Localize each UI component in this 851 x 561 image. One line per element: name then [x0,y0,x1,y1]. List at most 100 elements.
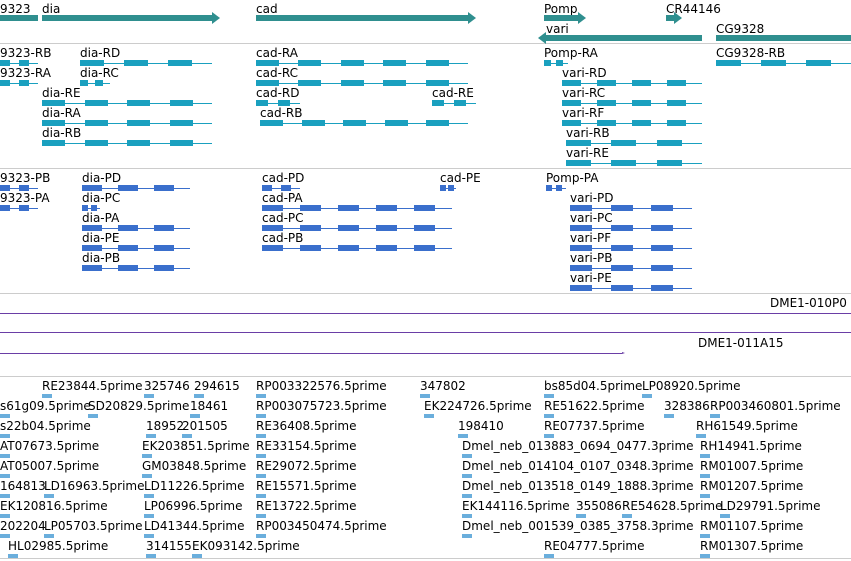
est-mark[interactable] [142,454,152,458]
exon-block[interactable] [19,185,29,191]
gene-bar[interactable] [666,15,674,21]
feature-label[interactable]: Pomp [544,2,578,16]
feature-label[interactable]: 198410 [458,419,504,433]
exon-block[interactable] [432,100,444,106]
exon-block[interactable] [562,120,581,126]
feature-label[interactable]: cad-PB [262,231,304,245]
est-mark[interactable] [256,474,266,478]
feature-label[interactable]: cad-RC [256,66,299,80]
est-mark[interactable] [642,394,652,398]
feature-label[interactable]: 9323-PA [0,191,50,205]
est-mark[interactable] [576,514,586,518]
exon-block[interactable] [597,80,616,86]
exon-block[interactable] [657,140,682,146]
exon-block[interactable] [651,265,673,271]
est-mark[interactable] [256,454,266,458]
exon-block[interactable] [300,205,321,211]
feature-label[interactable]: dia-RD [80,46,121,60]
exon-block[interactable] [262,245,283,251]
feature-label[interactable]: 9323-RA [0,66,51,80]
exon-block[interactable] [667,100,686,106]
exon-block[interactable] [256,80,279,86]
exon-block[interactable] [448,185,454,191]
feature-label[interactable]: RM01207.5prime [700,479,804,493]
est-mark[interactable] [0,534,10,538]
feature-label[interactable]: HL02985.5prime [8,539,109,553]
feature-label[interactable]: vari-PE [570,271,612,285]
feature-label[interactable]: 294615 [194,379,240,393]
exon-block[interactable] [546,185,552,191]
exon-block[interactable] [80,60,104,66]
feature-label[interactable]: dia-RA [42,106,81,120]
feature-label[interactable]: Dmel_neb_013518_0149_1888.3prime [462,479,694,493]
exon-block[interactable] [426,120,449,126]
exon-block[interactable] [154,225,174,231]
exon-block[interactable] [761,60,786,66]
feature-label[interactable]: DME1-011A15 [698,336,784,350]
feature-label[interactable]: cad-RA [256,46,298,60]
exon-block[interactable] [154,245,174,251]
exon-block[interactable] [651,245,673,251]
exon-block[interactable] [118,265,138,271]
est-mark[interactable] [544,554,554,558]
est-mark[interactable] [8,554,18,558]
exon-block[interactable] [562,100,581,106]
est-mark[interactable] [256,534,266,538]
feature-label[interactable]: dia-PB [82,251,121,265]
feature-label[interactable]: cad-PE [440,171,481,185]
feature-label[interactable]: dia-RE [42,86,81,100]
exon-block[interactable] [562,80,581,86]
est-mark[interactable] [544,414,554,418]
gene-bar[interactable] [42,15,212,21]
feature-label[interactable]: dia-RB [42,126,82,140]
feature-label[interactable]: 18952 [146,419,185,433]
exon-block[interactable] [632,100,651,106]
feature-label[interactable]: LD11226.5prime [144,479,245,493]
est-mark[interactable] [700,474,710,478]
feature-label[interactable]: GM03848.5prime [142,459,247,473]
feature-label[interactable]: RE33154.5prime [256,439,357,453]
feature-label[interactable]: RE15571.5prime [256,479,357,493]
exon-block[interactable] [566,140,591,146]
exon-block[interactable] [124,60,148,66]
exon-block[interactable] [85,140,108,146]
exon-block[interactable] [570,245,592,251]
exon-block[interactable] [570,265,592,271]
feature-label[interactable]: LD29791.5prime [720,499,821,513]
est-mark[interactable] [664,414,674,418]
feature-label[interactable]: 18461 [190,399,229,413]
feature-label[interactable]: cad-PC [262,211,304,225]
feature-label[interactable]: RP003460801.5prime [710,399,841,413]
feature-label[interactable]: AT07673.5prime [0,439,100,453]
exon-block[interactable] [556,185,562,191]
exon-block[interactable] [170,140,193,146]
exon-block[interactable] [127,100,150,106]
exon-block[interactable] [611,225,633,231]
exon-block[interactable] [298,60,321,66]
exon-block[interactable] [300,225,321,231]
feature-label[interactable]: RH14941.5prime [700,439,802,453]
exon-block[interactable] [385,120,408,126]
feature-label[interactable]: RP003075723.5prime [256,399,387,413]
est-mark[interactable] [462,494,472,498]
exon-block[interactable] [19,205,29,211]
feature-label[interactable]: RM01107.5prime [700,519,804,533]
est-mark[interactable] [544,434,554,438]
exon-block[interactable] [341,60,364,66]
exon-block[interactable] [302,120,325,126]
feature-label[interactable]: vari-RD [562,66,607,80]
exon-block[interactable] [42,140,65,146]
feature-label[interactable]: dia-PA [82,211,120,225]
est-mark[interactable] [144,494,154,498]
feature-label[interactable]: vari [546,22,569,36]
exon-block[interactable] [82,245,102,251]
est-mark[interactable] [88,414,98,418]
exon-block[interactable] [0,205,10,211]
gene-bar[interactable] [256,15,468,21]
est-mark[interactable] [256,434,266,438]
exon-block[interactable] [42,100,65,106]
exon-block[interactable] [42,120,65,126]
feature-label[interactable]: EK203851.5prime [142,439,250,453]
clone-line[interactable] [0,313,851,314]
est-mark[interactable] [710,414,720,418]
